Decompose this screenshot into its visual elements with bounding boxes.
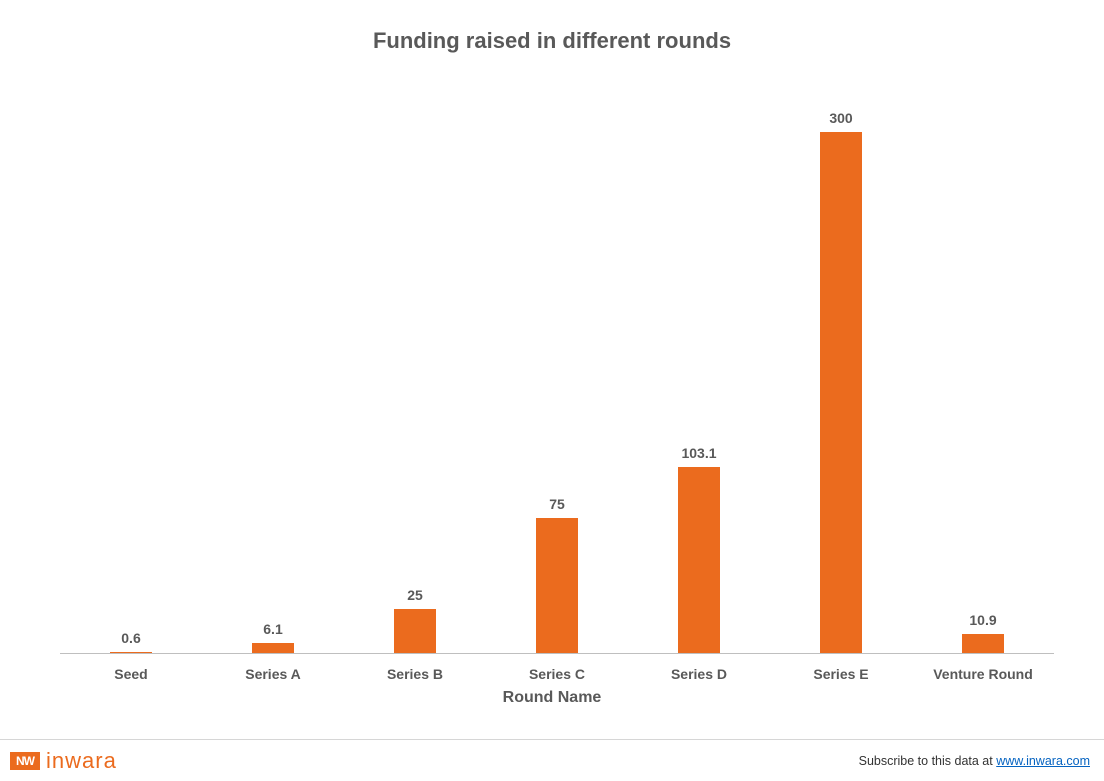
x-tick-label: Series E [813,666,868,682]
x-tick-label: Seed [114,666,147,682]
subscribe-prefix: Subscribe to this data at [859,754,997,768]
footer: NW inwara Subscribe to this data at www.… [0,741,1104,781]
x-tick-label: Series D [671,666,727,682]
brand-mark-icon: NW [10,752,40,770]
x-tick-label: Series B [387,666,443,682]
bar-value-label: 25 [407,587,423,603]
x-tick-label: Series C [529,666,585,682]
bar-rect [962,634,1004,654]
x-axis-label: Round Name [0,689,1104,707]
bar-slot: 25Series B [344,110,486,654]
bar-rect [536,518,578,654]
plot-area: 0.6Seed6.1Series A25Series B75Series C10… [60,110,1054,654]
x-tick-label: Venture Round [933,666,1033,682]
bar-slot: 6.1Series A [202,110,344,654]
bar-rect [820,132,862,654]
bar-slot: 103.1Series D [628,110,770,654]
brand: NW inwara [10,748,117,774]
brand-name: inwara [46,748,117,774]
chart-title: Funding raised in different rounds [0,0,1104,54]
bar-value-label: 0.6 [121,630,140,646]
x-tick-label: Series A [245,666,301,682]
bars-group: 0.6Seed6.1Series A25Series B75Series C10… [60,110,1054,654]
bar-slot: 0.6Seed [60,110,202,654]
bar-value-label: 10.9 [969,612,996,628]
bar-value-label: 75 [549,496,565,512]
subscribe-link[interactable]: www.inwara.com [996,754,1090,768]
bar-value-label: 103.1 [681,445,716,461]
bar-slot: 10.9Venture Round [912,110,1054,654]
bar-slot: 300Series E [770,110,912,654]
chart-container: Funding raised in different rounds 0.6Se… [0,0,1104,740]
bar-rect [394,609,436,654]
subscribe-text: Subscribe to this data at www.inwara.com [859,754,1090,768]
x-axis-line [60,653,1054,654]
bar-value-label: 300 [829,110,852,126]
bar-value-label: 6.1 [263,621,282,637]
bar-slot: 75Series C [486,110,628,654]
bar-rect [678,467,720,654]
